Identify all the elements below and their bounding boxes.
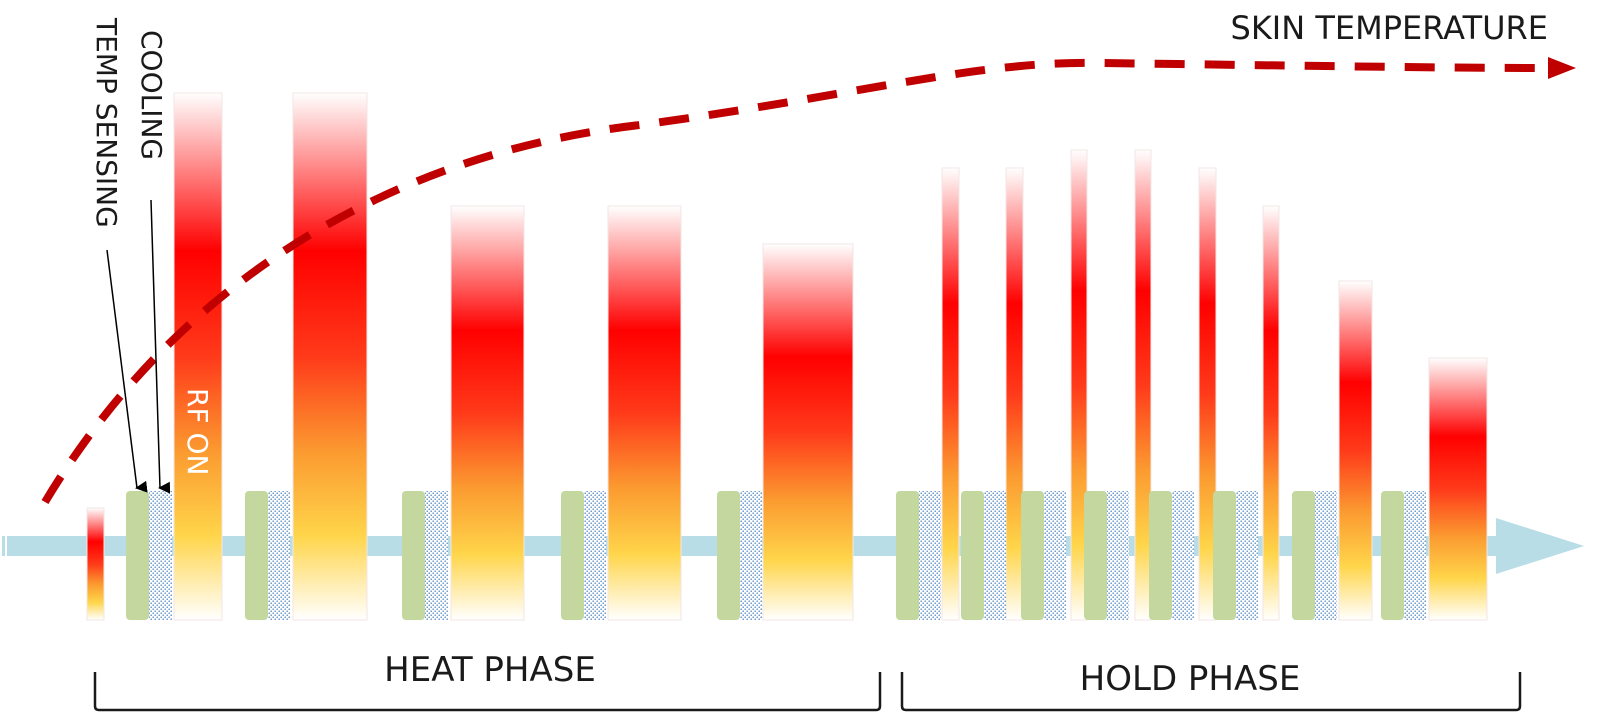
- skin-temperature-label: SKIN TEMPERATURE: [1231, 9, 1549, 47]
- heat-phase-label: HEAT PHASE: [384, 650, 596, 690]
- cooling-block: [149, 491, 172, 620]
- rf-pulse-bar: [450, 205, 525, 621]
- temp-sensing-block: [1084, 491, 1107, 620]
- timeline-arrow-icon: [1496, 518, 1584, 574]
- cooling-label: COOLING: [135, 30, 168, 160]
- rf-pulse-bar: [1262, 205, 1280, 621]
- rf-pulse-bar: [1428, 357, 1488, 621]
- hold-phase-bracket: HOLD PHASE: [900, 659, 1522, 712]
- cooling-block: [425, 491, 448, 620]
- rf-pulse-bar: [1338, 280, 1373, 621]
- temp-sensing-block: [126, 491, 149, 620]
- temperature-curve-line: [41, 58, 1549, 505]
- sensing-cooling-blocks: [126, 491, 1426, 620]
- timeline-tick: [2, 536, 5, 556]
- rf-pulse-bar: [1134, 149, 1152, 621]
- pointer-arrow-icon: [106, 249, 148, 493]
- rf-pulse-bar: [86, 507, 105, 621]
- cooling-block: [1044, 491, 1066, 620]
- hold-phase-label: HOLD PHASE: [1080, 659, 1301, 699]
- skin-temperature-curve: [41, 57, 1576, 505]
- cooling-block: [268, 491, 290, 620]
- rf-pulse-bar: [1198, 167, 1217, 621]
- cooling-block: [1107, 491, 1129, 620]
- cooling-block: [984, 491, 1006, 620]
- cooling-block: [919, 491, 941, 620]
- temp-sensing-block: [1149, 491, 1172, 620]
- rf-pulse-bar: [941, 167, 960, 621]
- cooling-block: [1172, 491, 1194, 620]
- timeline-tick: [7, 536, 10, 556]
- bracket-line: [900, 672, 1522, 712]
- rf-pulse-bar: [292, 92, 368, 621]
- temp-sensing-block: [561, 491, 584, 620]
- temp-sensing-block: [402, 491, 425, 620]
- label-pointers: [106, 199, 171, 494]
- temp-sensing-block: [1381, 491, 1404, 620]
- temp-sensing-block: [961, 491, 984, 620]
- temp-sensing-block: [245, 491, 268, 620]
- temp-sensing-block: [717, 491, 740, 620]
- rf-on-label: RF ON: [181, 388, 214, 475]
- cooling-block: [584, 491, 606, 620]
- hold-phase-rf-pulses: [941, 149, 1488, 621]
- temp-sensing-label: TEMP SENSING: [90, 17, 123, 228]
- temp-sensing-block: [896, 491, 919, 620]
- rf-pulse-bar: [762, 243, 854, 621]
- temp-sensing-block: [1292, 491, 1315, 620]
- curve-arrowhead-icon: [1548, 57, 1576, 79]
- cooling-block: [1404, 491, 1426, 620]
- rf-pulse-bar: [607, 205, 682, 621]
- temp-sensing-block: [1213, 491, 1236, 620]
- pointer-arrow-icon: [150, 199, 171, 494]
- rf-pulse-bar: [1005, 167, 1024, 621]
- cooling-block: [740, 491, 762, 620]
- bracket-line: [93, 672, 882, 712]
- temp-sensing-block: [1021, 491, 1044, 620]
- heat-phase-rf-pulses: [173, 92, 854, 621]
- cooling-block: [1315, 491, 1337, 620]
- heat-phase-bracket: HEAT PHASE: [93, 650, 882, 712]
- cooling-block: [1236, 491, 1258, 620]
- rf-pulse-bar: [173, 92, 223, 621]
- rf-pulse-bar: [1070, 149, 1088, 621]
